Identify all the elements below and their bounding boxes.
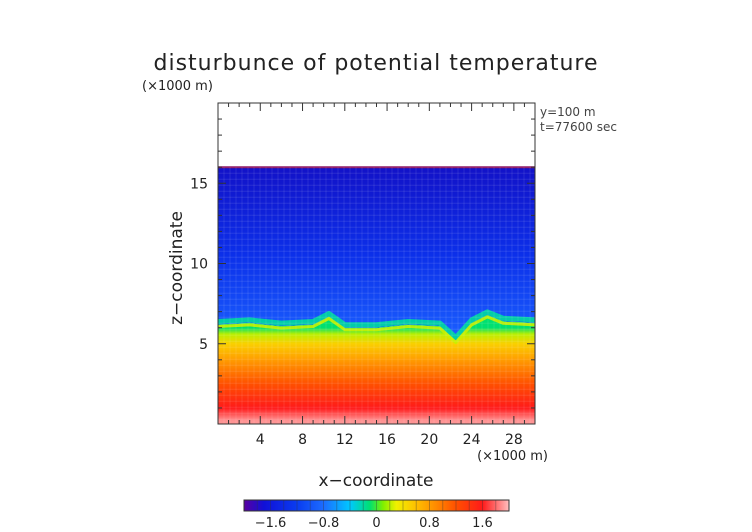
colorbar-tick-label: −1.6 <box>255 516 287 531</box>
x-tick-label: 8 <box>298 432 307 448</box>
x-tick-label: 20 <box>420 432 438 448</box>
plot-area: 4 8 12 16 20 24 28 5 10 15 <box>190 102 536 448</box>
y-tick-label: 10 <box>190 257 208 273</box>
annotation-y: y=100 m <box>540 105 596 119</box>
colorbar-tick-label: 0.8 <box>419 516 440 531</box>
y-tick-label: 5 <box>199 337 208 353</box>
x-tick-label: 24 <box>463 432 481 448</box>
y-axis-label: z−coordinate <box>167 211 187 325</box>
x-tick-label: 16 <box>378 432 396 448</box>
y-axis-unit: (×1000 m) <box>142 79 213 94</box>
chart-title: disturbunce of potential temperature <box>154 51 599 76</box>
transition-band-warm <box>217 315 536 344</box>
y-tick-label: 15 <box>190 176 208 192</box>
x-axis-unit: (×1000 m) <box>477 449 548 464</box>
mesh-grid <box>217 166 535 424</box>
x-axis-label: x−coordinate <box>319 471 434 491</box>
colorbar-strip <box>243 499 510 512</box>
upper-layer-field <box>218 167 535 341</box>
colorbar: −1.6 −0.8 0 0.8 1.6 <box>243 499 510 531</box>
colorbar-tick-label: 0 <box>372 516 380 531</box>
x-tick-label: 28 <box>505 432 523 448</box>
colorbar-tick-label: 1.6 <box>472 516 493 531</box>
colorbar-tick-label: −0.8 <box>308 516 340 531</box>
x-tick-label: 4 <box>256 432 265 448</box>
x-tick-label: 12 <box>336 432 354 448</box>
transition-band <box>217 309 536 340</box>
annotation-time: t=77600 sec <box>540 120 617 134</box>
